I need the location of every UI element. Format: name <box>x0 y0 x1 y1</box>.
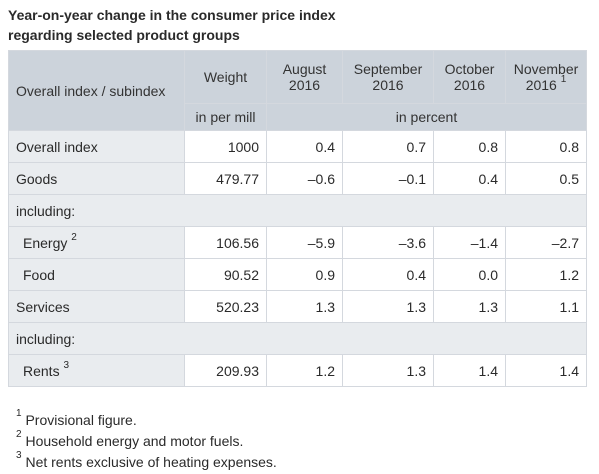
cell-oct: 1.3 <box>433 290 506 323</box>
cell-nov: 0.8 <box>505 130 587 163</box>
footnote-text: Household energy and motor fuels. <box>25 433 244 449</box>
cell-sep: –3.6 <box>342 226 434 259</box>
cell-oct: 0.4 <box>433 162 506 195</box>
cell-sep: 0.7 <box>342 130 434 163</box>
cell-weight: 1000 <box>184 130 267 163</box>
footnote-2: 2 Household energy and motor fuels. <box>16 429 277 452</box>
section-label: including: <box>8 322 587 355</box>
unit-row: in per mill in percent <box>8 103 587 131</box>
cell-aug: 0.4 <box>266 130 343 163</box>
footnote-number: 2 <box>16 429 22 441</box>
table-row: Services 520.23 1.3 1.3 1.3 1.1 <box>8 290 587 323</box>
cell-oct: –1.4 <box>433 226 506 259</box>
footnote-ref: 2 <box>71 231 77 243</box>
footnote-ref: 3 <box>63 359 70 371</box>
title-line-1: Year-on-year change in the consumer pric… <box>8 7 336 23</box>
footnote-3: 3 Net rents exclusive of heating expense… <box>16 450 277 473</box>
cpi-table: Overall index / subindex Weight August 20… <box>8 50 587 387</box>
cell-weight: 90.52 <box>184 258 267 291</box>
table-row: Rents 3 209.93 1.2 1.3 1.4 1.4 <box>8 354 587 387</box>
cell-weight: 209.93 <box>184 354 267 387</box>
footnote-1: 1 Provisional figure. <box>16 408 277 431</box>
unit-percent: in percent <box>266 103 587 131</box>
cell-aug: –5.9 <box>266 226 343 259</box>
cell-aug: –0.6 <box>266 162 343 195</box>
cell-weight: 106.56 <box>184 226 267 259</box>
header-november: November 2016 1 <box>505 50 587 104</box>
section-row: including: <box>8 194 587 227</box>
footnote-number: 3 <box>16 450 22 462</box>
cell-sep: 0.4 <box>342 258 434 291</box>
cell-sep: –0.1 <box>342 162 434 195</box>
cell-oct: 0.0 <box>433 258 506 291</box>
cell-aug: 1.2 <box>266 354 343 387</box>
cell-nov: –2.7 <box>505 226 587 259</box>
unit-weight: in per mill <box>184 103 267 131</box>
footnote-text: Provisional figure. <box>25 412 137 428</box>
footnote-number: 1 <box>16 408 22 420</box>
header-row: Overall index / subindex Weight August 20… <box>8 50 587 131</box>
row-label: Rents 3 <box>8 354 185 387</box>
header-september: September 2016 <box>342 50 434 104</box>
table-row: Food 90.52 0.9 0.4 0.0 1.2 <box>8 258 587 291</box>
header-august: August 2016 <box>266 50 343 104</box>
row-label: Energy 2 <box>8 226 185 259</box>
cell-oct: 0.8 <box>433 130 506 163</box>
cell-sep: 1.3 <box>342 290 434 323</box>
cell-oct: 1.4 <box>433 354 506 387</box>
footnote-ref: 1 <box>560 74 567 86</box>
table-row: Energy 2 106.56 –5.9 –3.6 –1.4 –2.7 <box>8 226 587 259</box>
title-line-2: regarding selected product groups <box>8 27 240 43</box>
cell-nov: 1.1 <box>505 290 587 323</box>
cell-aug: 1.3 <box>266 290 343 323</box>
footnote-text: Net rents exclusive of heating expenses. <box>25 454 277 470</box>
cell-nov: 1.2 <box>505 258 587 291</box>
row-label: Goods <box>8 162 185 195</box>
cell-aug: 0.9 <box>266 258 343 291</box>
table-title: Year-on-year change in the consumer pric… <box>8 5 336 45</box>
cell-sep: 1.3 <box>342 354 434 387</box>
cell-weight: 520.23 <box>184 290 267 323</box>
section-row: including: <box>8 322 587 355</box>
header-index-subindex: Overall index / subindex <box>8 50 185 131</box>
row-label: Services <box>8 290 185 323</box>
row-label: Food <box>8 258 185 291</box>
header-october: October 2016 <box>433 50 506 104</box>
section-label: including: <box>8 194 587 227</box>
row-label: Overall index <box>8 130 185 163</box>
table-row: Goods 479.77 –0.6 –0.1 0.4 0.5 <box>8 162 587 195</box>
cell-nov: 1.4 <box>505 354 587 387</box>
cell-nov: 0.5 <box>505 162 587 195</box>
table-row: Overall index 1000 0.4 0.7 0.8 0.8 <box>8 130 587 163</box>
cell-weight: 479.77 <box>184 162 267 195</box>
header-weight: Weight <box>184 50 267 104</box>
footnotes: 1 Provisional figure. 2 Household energy … <box>16 408 277 473</box>
